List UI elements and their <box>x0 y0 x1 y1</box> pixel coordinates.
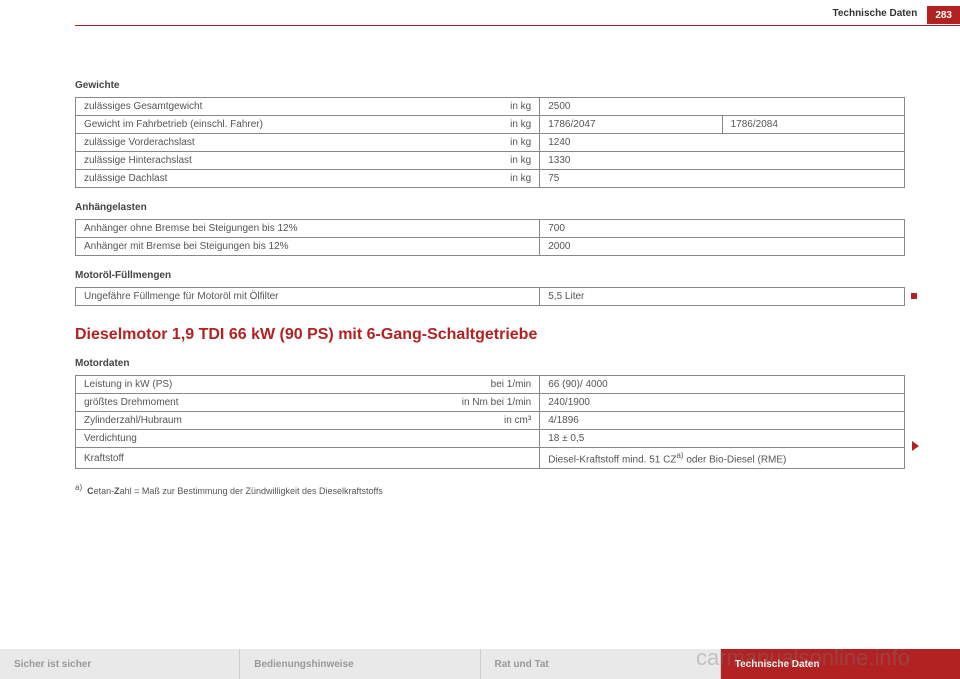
section-label-motoroel: Motoröl-Füllmengen <box>75 270 905 281</box>
table-row: zulässige Dachlast in kg 75 <box>76 170 905 188</box>
cell-value: 1786/2047 <box>540 116 722 134</box>
cell-label: zulässige Hinterachslast <box>84 155 192 166</box>
table-row: Ungefähre Füllmenge für Motoröl mit Ölfi… <box>76 288 905 306</box>
cell-label: Zylinderzahl/Hubraum <box>84 415 182 426</box>
cell-label: zulässige Dachlast <box>84 173 167 184</box>
cell-value: 2500 <box>540 98 905 116</box>
table-row: zulässige Vorderachslast in kg 1240 <box>76 134 905 152</box>
footer-tab-rat[interactable]: Rat und Tat <box>481 649 721 679</box>
footer-tab-bedienung[interactable]: Bedienungshinweise <box>240 649 480 679</box>
footer-tabs: Sicher ist sicher Bedienungshinweise Rat… <box>0 649 960 679</box>
cell-unit: in cm³ <box>504 415 531 426</box>
cell-label: Verdichtung <box>84 433 137 444</box>
cell-label: zulässiges Gesamtgewicht <box>84 101 202 112</box>
cell-unit: bei 1/min <box>491 379 532 390</box>
table-row: Zylinderzahl/Hubraum in cm³ 4/1896 <box>76 412 905 430</box>
cell-unit: in kg <box>510 119 531 130</box>
engine-heading: Dieselmotor 1,9 TDI 66 kW (90 PS) mit 6-… <box>75 326 905 344</box>
cell-label: Gewicht im Fahrbetrieb (einschl. Fahrer) <box>84 119 263 130</box>
cell-value: 18 ± 0,5 <box>540 430 905 448</box>
chapter-title: Technische Daten <box>822 6 927 24</box>
cell-value: 1240 <box>540 134 905 152</box>
table-row: größtes Drehmoment in Nm bei 1/min 240/19… <box>76 394 905 412</box>
cell-value: 700 <box>540 220 905 238</box>
page-header: Technische Daten 283 <box>822 6 960 24</box>
cell-unit: in kg <box>510 173 531 184</box>
cell-unit: in kg <box>510 155 531 166</box>
table-row: Verdichtung 18 ± 0,5 <box>76 430 905 448</box>
cell-label: Kraftstoff <box>84 453 124 464</box>
cell-unit: in Nm bei 1/min <box>462 397 531 408</box>
cell-label: Leistung in kW (PS) <box>84 379 172 390</box>
cell-value: 4/1896 <box>540 412 905 430</box>
table-anhaengelasten: Anhänger ohne Bremse bei Steigungen bis … <box>75 219 905 256</box>
header-rule <box>75 25 960 26</box>
cell-label: Anhänger ohne Bremse bei Steigungen bis … <box>76 220 540 238</box>
cell-value: 75 <box>540 170 905 188</box>
table-row: Kraftstoff Diesel-Kraftstoff mind. 51 CZ… <box>76 448 905 469</box>
cell-label: Ungefähre Füllmenge für Motoröl mit Ölfi… <box>76 288 540 306</box>
table-row: Anhänger mit Bremse bei Steigungen bis 1… <box>76 238 905 256</box>
cell-label: Anhänger mit Bremse bei Steigungen bis 1… <box>76 238 540 256</box>
section-label-gewichte: Gewichte <box>75 80 905 91</box>
cell-value: 2000 <box>540 238 905 256</box>
page-content: Gewichte zulässiges Gesamtgewicht in kg 2… <box>75 80 905 496</box>
section-label-motordaten: Motordaten <box>75 358 905 369</box>
cell-label: größtes Drehmoment <box>84 397 178 408</box>
table-row: Anhänger ohne Bremse bei Steigungen bis … <box>76 220 905 238</box>
continue-arrow-icon <box>912 441 919 451</box>
table-row: Leistung in kW (PS) bei 1/min 66 (90)/ 40… <box>76 376 905 394</box>
cell-label: zulässige Vorderachslast <box>84 137 195 148</box>
page-number: 283 <box>927 6 960 24</box>
table-row: Gewicht im Fahrbetrieb (einschl. Fahrer)… <box>76 116 905 134</box>
cell-unit: in kg <box>510 101 531 112</box>
table-row: zulässige Hinterachslast in kg 1330 <box>76 152 905 170</box>
footer-tab-technische[interactable]: Technische Daten <box>721 649 960 679</box>
table-motoroel: Ungefähre Füllmenge für Motoröl mit Ölfi… <box>75 287 905 306</box>
section-end-icon <box>911 293 917 299</box>
cell-value: Diesel-Kraftstoff mind. 51 CZa) oder Bio… <box>540 448 905 469</box>
table-gewichte: zulässiges Gesamtgewicht in kg 2500 Gewic… <box>75 97 905 188</box>
section-label-anhaengelasten: Anhängelasten <box>75 202 905 213</box>
cell-value: 1786/2084 <box>722 116 904 134</box>
footnote: a) Cetan-Zahl = Maß zur Bestimmung der Z… <box>75 483 905 496</box>
cell-value: 1330 <box>540 152 905 170</box>
cell-value: 240/1900 <box>540 394 905 412</box>
table-motordaten: Leistung in kW (PS) bei 1/min 66 (90)/ 40… <box>75 375 905 469</box>
table-row: zulässiges Gesamtgewicht in kg 2500 <box>76 98 905 116</box>
cell-unit: in kg <box>510 137 531 148</box>
cell-value: 5,5 Liter <box>540 288 905 306</box>
cell-value: 66 (90)/ 4000 <box>540 376 905 394</box>
footer-tab-sicher[interactable]: Sicher ist sicher <box>0 649 240 679</box>
